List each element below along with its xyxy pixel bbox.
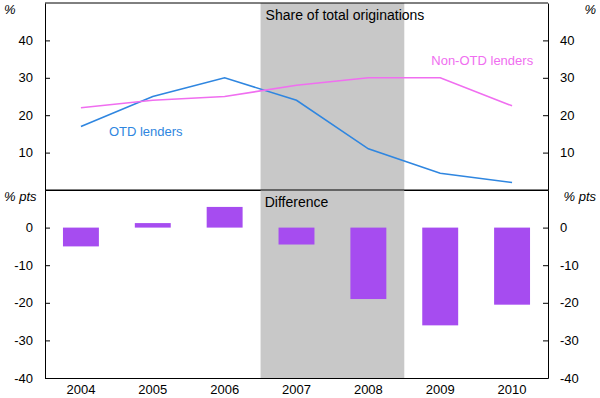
tick-mark xyxy=(45,303,50,304)
tick: 10 xyxy=(19,145,50,160)
tick-mark xyxy=(543,228,548,229)
tick: 30 xyxy=(543,70,574,85)
y-axis-right: -40 -30 -20 -10 0 xyxy=(543,191,579,386)
tick-label: 10 xyxy=(19,145,33,160)
tick: 2009 xyxy=(426,378,455,397)
tick: 2007 xyxy=(282,378,311,397)
tick: -30 xyxy=(14,333,50,348)
panel-title: Share of total originations xyxy=(266,7,425,23)
tick-label: -40 xyxy=(560,371,579,386)
tick-mark xyxy=(543,78,548,79)
tick: -20 xyxy=(14,295,50,310)
tick-label: -10 xyxy=(560,258,579,273)
tick: -10 xyxy=(543,258,579,273)
tick-mark xyxy=(543,40,548,41)
frame-line xyxy=(45,190,548,191)
tick-label: 2010 xyxy=(498,382,527,397)
axis-line xyxy=(45,191,46,379)
shaded-period xyxy=(261,190,405,378)
tick-label: 2008 xyxy=(354,382,383,397)
tick-label: -20 xyxy=(14,295,33,310)
tick-label: 0 xyxy=(26,220,33,235)
axis-line xyxy=(548,4,549,191)
tick-label: 10 xyxy=(560,145,574,160)
tick-label: 2007 xyxy=(282,382,311,397)
tick: 40 xyxy=(543,33,574,48)
tick: 30 xyxy=(19,70,50,85)
tick-label: 40 xyxy=(19,33,33,48)
plot-marks xyxy=(81,78,512,183)
tick-mark xyxy=(543,340,548,341)
tick: 2006 xyxy=(210,378,239,397)
tick-label: -40 xyxy=(14,371,33,386)
tick-label: 2009 xyxy=(426,382,455,397)
tick-mark xyxy=(543,153,548,154)
tick-label: -10 xyxy=(14,258,33,273)
y-unit-left: % pts xyxy=(4,189,37,204)
tick: 2005 xyxy=(138,378,167,397)
tick: 2008 xyxy=(354,378,383,397)
tick-label: 30 xyxy=(560,70,574,85)
line-series xyxy=(81,78,512,183)
tick-mark xyxy=(45,78,50,79)
tick: 0 xyxy=(543,220,567,235)
bar xyxy=(207,207,243,228)
y-unit-right: % pts xyxy=(563,189,596,204)
chart: 10 20 30 40 10 20 30 40%% OTD lenders Non-OTD len… xyxy=(0,0,600,398)
bar xyxy=(63,228,99,247)
tick: 2004 xyxy=(66,378,95,397)
tick-mark xyxy=(45,115,50,116)
bar xyxy=(279,228,315,245)
axis-line xyxy=(46,378,549,379)
x-axis: 2004 2005 2006 2007 2008 2009 2010 xyxy=(46,378,549,397)
y-axis-right: 10 20 30 40 xyxy=(543,4,574,191)
panel-title: Difference xyxy=(265,194,329,210)
y-axis-left: -40 -30 -20 -10 0 xyxy=(14,191,50,386)
tick-label: -30 xyxy=(560,333,579,348)
tick-mark xyxy=(543,265,548,266)
tick-label: 0 xyxy=(560,220,567,235)
tick-label: 40 xyxy=(560,33,574,48)
axis-line xyxy=(45,4,46,191)
tick-mark xyxy=(45,40,50,41)
bar xyxy=(494,228,530,305)
tick: 40 xyxy=(19,33,50,48)
tick-label: 20 xyxy=(560,108,574,123)
bar xyxy=(350,228,386,299)
tick: 0 xyxy=(26,220,50,235)
bar xyxy=(422,228,458,326)
tick-mark xyxy=(45,340,50,341)
tick-label: 30 xyxy=(19,70,33,85)
tick: -40 xyxy=(14,371,50,386)
tick-label: 2006 xyxy=(210,382,239,397)
series-label: OTD lenders xyxy=(109,124,183,139)
tick-label: -20 xyxy=(560,295,579,310)
tick-label: 2004 xyxy=(66,382,95,397)
tick: 20 xyxy=(19,108,50,123)
tick: 10 xyxy=(543,145,574,160)
y-unit-left: % xyxy=(4,2,16,17)
plot-marks xyxy=(63,207,530,325)
bar xyxy=(135,223,171,228)
tick: 2010 xyxy=(498,378,527,397)
tick-mark xyxy=(45,228,50,229)
tick-label: 2005 xyxy=(138,382,167,397)
y-axis-left: 10 20 30 40 xyxy=(19,4,50,191)
tick-mark xyxy=(543,115,548,116)
axis-line xyxy=(548,191,549,379)
tick-label: 20 xyxy=(19,108,33,123)
series-label: Non-OTD lenders xyxy=(431,53,533,68)
tick-mark xyxy=(543,303,548,304)
tick-mark xyxy=(45,265,50,266)
line-series xyxy=(81,78,512,108)
tick-label: -30 xyxy=(14,333,33,348)
y-unit-right: % xyxy=(584,2,596,17)
frame-line xyxy=(45,3,548,4)
tick: -10 xyxy=(14,258,50,273)
tick: -20 xyxy=(543,295,579,310)
tick-mark xyxy=(45,153,50,154)
tick: 20 xyxy=(543,108,574,123)
tick: -30 xyxy=(543,333,579,348)
